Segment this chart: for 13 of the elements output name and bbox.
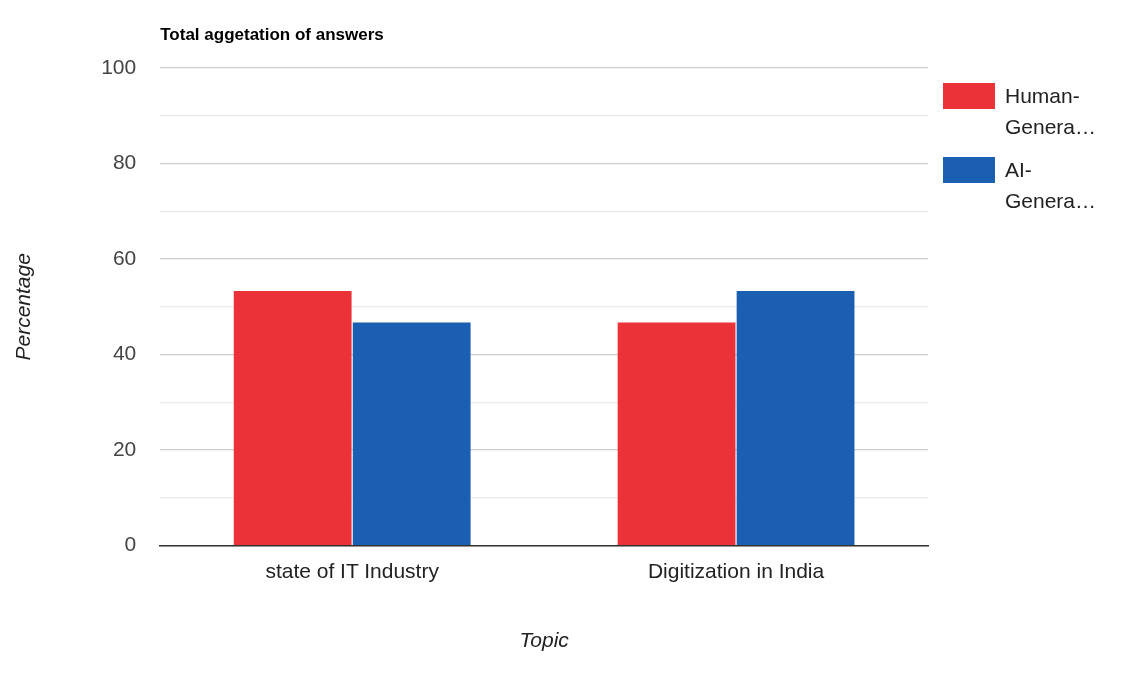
y-tick-label: 100	[101, 54, 137, 78]
y-tick-label: 80	[112, 150, 137, 174]
y-axis-title: Percentage	[11, 253, 35, 361]
y-tick-label: 60	[112, 245, 137, 269]
x-tick-label: state of IT Industry	[265, 559, 440, 582]
y-tick-label: 20	[112, 436, 137, 460]
x-axis-title: Topic	[519, 628, 570, 652]
y-tick-label: 40	[112, 341, 137, 365]
legend-label: Human-Genera…	[1005, 83, 1098, 140]
chart-title: Total aggetation of answers	[160, 25, 384, 44]
x-tick-label: Digitization in India	[647, 559, 825, 582]
legend-label: AI-Genera…	[1005, 157, 1098, 214]
y-tick-label: 0	[124, 532, 137, 556]
